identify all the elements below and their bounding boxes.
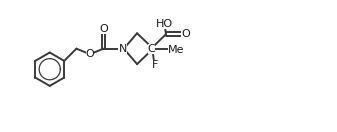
- Text: N: N: [118, 44, 127, 54]
- Text: F: F: [152, 60, 158, 70]
- Text: Me: Me: [168, 45, 185, 55]
- Text: O: O: [181, 29, 190, 39]
- Text: C: C: [148, 44, 155, 54]
- Text: O: O: [86, 50, 94, 59]
- Text: O: O: [99, 24, 108, 34]
- Text: HO: HO: [156, 19, 173, 29]
